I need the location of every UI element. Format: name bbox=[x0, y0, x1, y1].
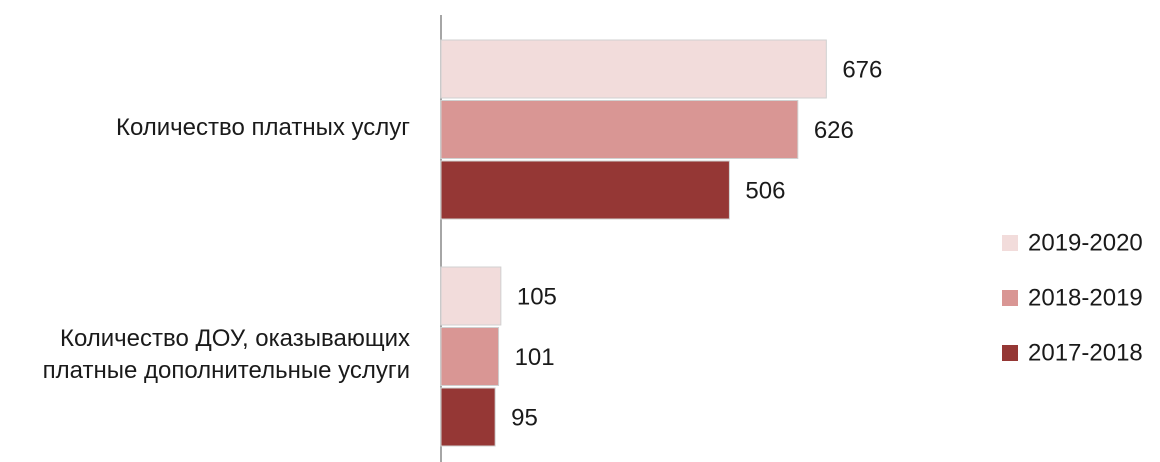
category-label: Количество платных услуг bbox=[116, 114, 410, 141]
category-label: Количество ДОУ, оказывающих платные допол… bbox=[43, 325, 410, 384]
legend-swatch bbox=[1002, 290, 1018, 306]
legend-label: 2017-2018 bbox=[1028, 339, 1143, 366]
data-label: 626 bbox=[814, 117, 854, 144]
bar bbox=[440, 266, 502, 326]
data-label: 101 bbox=[515, 344, 555, 371]
bar bbox=[440, 160, 730, 220]
legend-swatch bbox=[1002, 235, 1018, 251]
bar bbox=[440, 39, 827, 99]
legend-swatch bbox=[1002, 345, 1018, 361]
bar bbox=[440, 100, 799, 159]
legend-label: 2018-2019 bbox=[1028, 284, 1143, 311]
data-label: 676 bbox=[842, 56, 882, 83]
legend-label: 2019-2020 bbox=[1028, 229, 1143, 256]
bar bbox=[440, 327, 500, 386]
data-label: 105 bbox=[517, 283, 557, 310]
bar bbox=[440, 387, 496, 447]
data-label: 95 bbox=[511, 404, 538, 431]
data-label: 506 bbox=[745, 177, 785, 204]
